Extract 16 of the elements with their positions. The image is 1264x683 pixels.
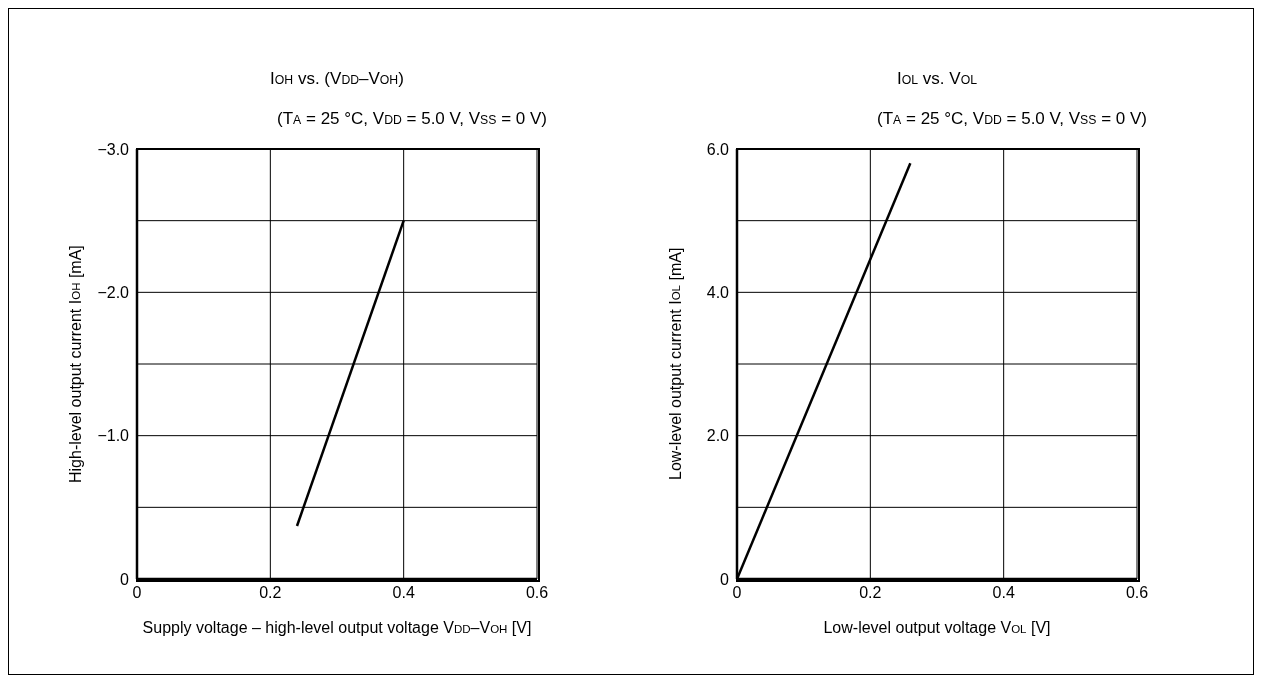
x-tick-label: 0.6 (525, 584, 549, 602)
y-tick-label: −1.0 (97, 427, 130, 445)
x-tick-label: 0 (732, 584, 742, 602)
x-tick-label: 0.6 (1125, 584, 1149, 602)
x-tick-label: 0.4 (992, 584, 1015, 602)
x-tick-label: 0.2 (259, 584, 282, 602)
y-tick-label: 4.0 (706, 284, 730, 302)
y-tick-label: 6.0 (706, 140, 730, 158)
y-tick-label: −3.0 (97, 140, 130, 158)
x-tick-label: 0.4 (392, 584, 415, 602)
x-tick-label: 0 (132, 584, 142, 602)
x-tick-label: 0.2 (859, 584, 882, 602)
y-tick-label: 2.0 (706, 427, 730, 445)
y-tick-label: 0 (120, 570, 130, 588)
y-tick-label: 0 (720, 570, 730, 588)
y-tick-label: −2.0 (97, 284, 130, 302)
